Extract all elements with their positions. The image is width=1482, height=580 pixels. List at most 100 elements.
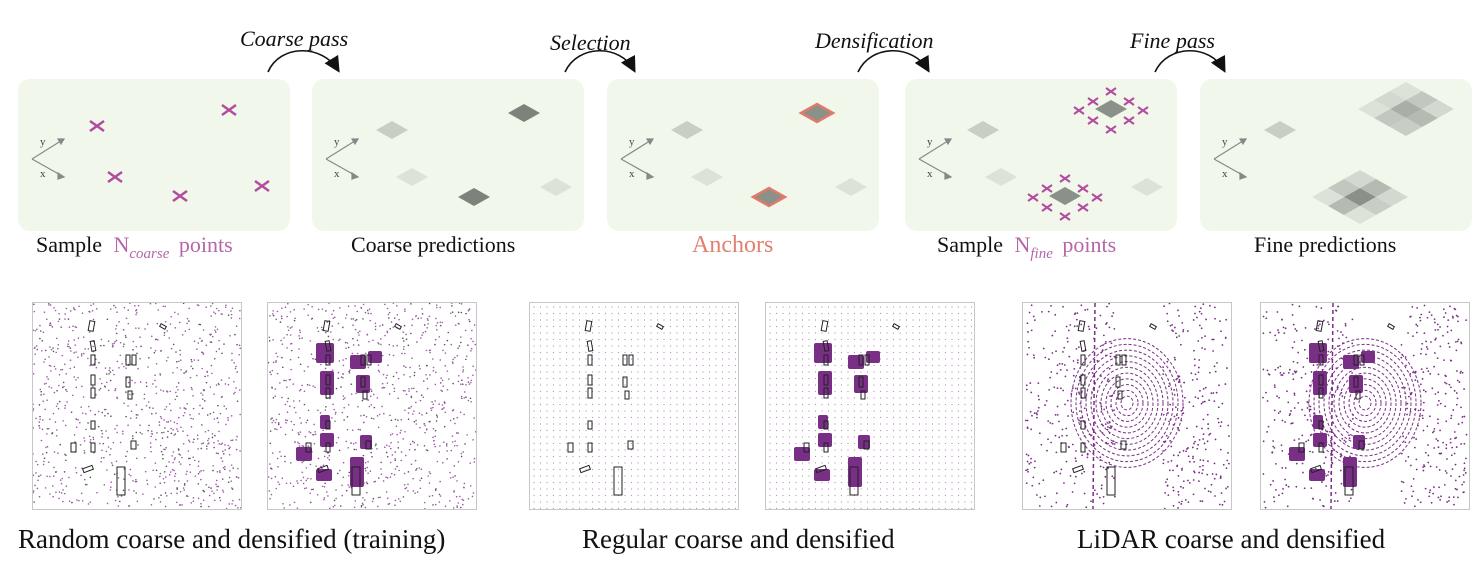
sample-point bbox=[51, 432, 53, 435]
sample-point bbox=[34, 353, 36, 355]
grid-point bbox=[970, 397, 973, 399]
grid-point bbox=[643, 429, 646, 432]
sample-point bbox=[64, 318, 66, 320]
sample-point bbox=[421, 414, 423, 416]
grid-point bbox=[918, 338, 921, 341]
sample-point bbox=[213, 499, 216, 502]
sample-point bbox=[185, 370, 188, 372]
grid-point bbox=[552, 501, 555, 503]
sample-point bbox=[52, 412, 55, 415]
sample-point bbox=[176, 501, 178, 504]
sample-point bbox=[410, 303, 412, 305]
object-box bbox=[325, 387, 331, 399]
sample-point bbox=[165, 476, 167, 478]
grid-point bbox=[879, 488, 882, 490]
lidar-point bbox=[1306, 357, 1309, 360]
sample-point bbox=[221, 460, 224, 463]
grid-point bbox=[539, 455, 542, 458]
grid-point bbox=[808, 501, 810, 503]
grid-point bbox=[702, 481, 704, 484]
lidar-point bbox=[1042, 347, 1045, 350]
lidar-point bbox=[1202, 303, 1205, 306]
sample-point bbox=[77, 419, 79, 421]
grid-point bbox=[585, 312, 587, 315]
lidar-point bbox=[1431, 431, 1434, 434]
grid-point bbox=[708, 481, 711, 484]
sample-point bbox=[335, 497, 337, 500]
sample-point bbox=[435, 317, 437, 320]
grid-point bbox=[728, 358, 730, 360]
sample-point bbox=[468, 308, 470, 311]
grid-point bbox=[656, 390, 659, 393]
grid-point bbox=[656, 403, 659, 406]
grid-point bbox=[886, 455, 888, 458]
grid-point bbox=[598, 371, 600, 373]
sample-point bbox=[377, 369, 380, 372]
grid-point bbox=[925, 351, 927, 354]
sample-point bbox=[391, 433, 394, 435]
grid-point bbox=[782, 312, 784, 315]
lidar-point bbox=[1162, 366, 1164, 369]
lidar-point bbox=[1025, 482, 1028, 485]
sample-point bbox=[419, 399, 422, 402]
sample-point bbox=[41, 340, 44, 342]
sample-point bbox=[199, 337, 201, 340]
sample-point bbox=[461, 397, 463, 400]
sample-point bbox=[200, 502, 202, 505]
sample-point bbox=[92, 303, 95, 305]
sample-point bbox=[462, 451, 464, 453]
sample-point bbox=[176, 428, 178, 430]
lidar-point bbox=[1282, 487, 1284, 490]
lidar-point bbox=[1437, 422, 1439, 425]
lidar-point bbox=[1450, 386, 1452, 389]
grid-point bbox=[853, 436, 856, 438]
lidar-point bbox=[1319, 499, 1321, 501]
grid-point bbox=[834, 403, 836, 406]
sample-point bbox=[200, 470, 202, 472]
grid-point bbox=[559, 475, 561, 477]
lidar-point bbox=[1444, 381, 1446, 384]
grid-point bbox=[565, 475, 568, 477]
sample-point bbox=[367, 366, 370, 369]
sample-point bbox=[144, 456, 146, 459]
grid-point bbox=[879, 449, 882, 451]
sample-point bbox=[435, 420, 438, 422]
lidar-point bbox=[1112, 442, 1114, 445]
sample-point bbox=[170, 432, 173, 435]
grid-point bbox=[734, 351, 737, 354]
sample-point bbox=[132, 348, 134, 351]
lidar-point bbox=[1415, 438, 1418, 440]
lidar-point bbox=[1421, 417, 1424, 420]
grid-point bbox=[572, 403, 574, 406]
grid-point bbox=[598, 501, 600, 503]
object-box bbox=[158, 323, 168, 330]
lidar-point bbox=[1200, 312, 1203, 315]
grid-point bbox=[533, 436, 535, 438]
object-box bbox=[1117, 390, 1123, 400]
sample-point bbox=[234, 333, 236, 336]
grid-point bbox=[533, 442, 535, 445]
sample-point bbox=[190, 386, 193, 389]
sample-point bbox=[220, 457, 222, 459]
grid-point bbox=[637, 338, 639, 341]
object-box bbox=[1106, 466, 1116, 496]
sample-point bbox=[207, 429, 210, 432]
lidar-point bbox=[1294, 371, 1297, 374]
sample-point bbox=[38, 421, 41, 423]
grid-point bbox=[821, 455, 823, 458]
sample-point bbox=[197, 448, 199, 450]
grid-point bbox=[879, 364, 882, 367]
grid-point bbox=[695, 351, 698, 354]
lidar-point bbox=[1453, 389, 1456, 392]
lidar-point bbox=[1193, 349, 1195, 352]
sample-point bbox=[129, 303, 131, 305]
grid-point bbox=[630, 377, 633, 380]
lidar-point bbox=[1460, 443, 1463, 445]
lidar-point bbox=[1463, 415, 1466, 418]
grid-point bbox=[886, 377, 888, 380]
grid-point bbox=[702, 351, 704, 354]
sample-point bbox=[284, 403, 287, 406]
grid-point bbox=[598, 319, 600, 321]
grid-point bbox=[840, 410, 843, 412]
grid-point bbox=[899, 488, 901, 490]
